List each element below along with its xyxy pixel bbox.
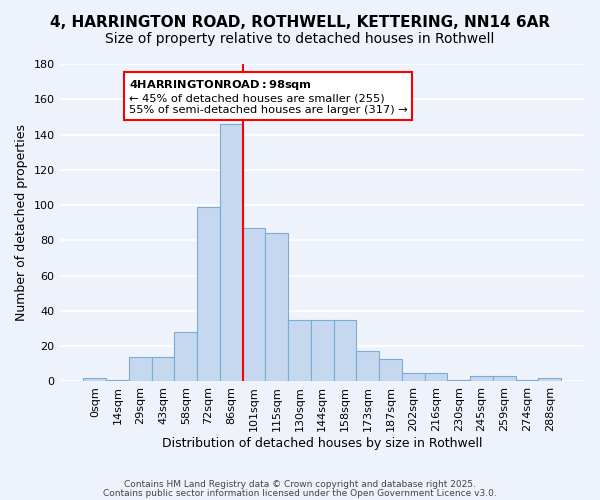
Text: Contains public sector information licensed under the Open Government Licence v3: Contains public sector information licen… (103, 488, 497, 498)
Bar (220, 124, 242, 382)
X-axis label: Distribution of detached houses by size in Rothwell: Distribution of detached houses by size … (162, 437, 482, 450)
Bar (106, 380, 129, 382)
Bar (493, 376, 515, 382)
Bar (515, 380, 538, 382)
Bar (425, 372, 448, 382)
Bar (152, 357, 175, 382)
Bar (356, 352, 379, 382)
Bar (379, 358, 402, 382)
Text: 4, HARRINGTON ROAD, ROTHWELL, KETTERING, NN14 6AR: 4, HARRINGTON ROAD, ROTHWELL, KETTERING,… (50, 15, 550, 30)
Text: Size of property relative to detached houses in Rothwell: Size of property relative to detached ho… (106, 32, 494, 46)
Bar (288, 320, 311, 382)
Bar (538, 378, 561, 382)
Bar (197, 207, 220, 382)
Bar (448, 380, 470, 382)
Y-axis label: Number of detached properties: Number of detached properties (15, 124, 28, 321)
Bar (402, 372, 425, 382)
Bar (175, 332, 197, 382)
Text: Contains HM Land Registry data © Crown copyright and database right 2025.: Contains HM Land Registry data © Crown c… (124, 480, 476, 489)
Bar (129, 357, 152, 382)
Bar (242, 228, 265, 382)
Text: $\bf{4 HARRINGTON ROAD: 98sqm}$
← 45% of detached houses are smaller (255)
55% o: $\bf{4 HARRINGTON ROAD: 98sqm}$ ← 45% of… (129, 78, 407, 116)
Bar (83, 378, 106, 382)
Bar (470, 376, 493, 382)
Bar (311, 320, 334, 382)
Bar (334, 320, 356, 382)
Bar (265, 234, 288, 382)
